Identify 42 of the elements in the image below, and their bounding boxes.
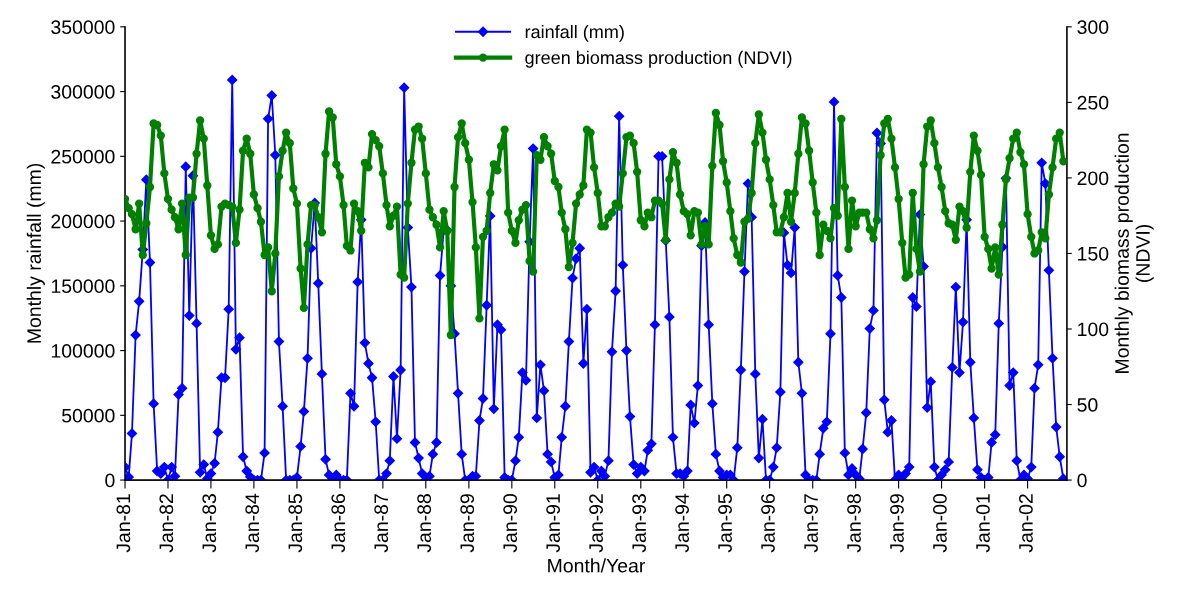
y-tick-label: 300000	[51, 85, 115, 99]
y-tick-label: 100000	[51, 344, 115, 358]
y-tick-label: 250000	[51, 149, 115, 164]
y2-tick-label: 50	[1077, 398, 1098, 412]
y-axis-title: Monthly rainfall (mm)	[26, 163, 45, 343]
y2-axis-title: Monthly biomass production (NDVI)	[1114, 133, 1154, 373]
y2-tick-label: 250	[1077, 95, 1109, 110]
x-tick-label: Jan-00	[933, 494, 947, 553]
y2-tick-label: 150	[1078, 246, 1109, 261]
x-tick-label: Jan-96	[761, 494, 775, 553]
x-tick-label: Jan-92	[589, 494, 603, 553]
x-tick-label: Jan-97	[804, 494, 818, 553]
x-tick-label: Jan-88	[417, 494, 432, 553]
x-tick-label: Jan-01	[976, 494, 990, 553]
x-tick-label: Jan-93	[632, 494, 647, 553]
x-tick-label: Jan-82	[159, 494, 174, 553]
x-tick-label: Jan-99	[890, 494, 904, 553]
y2-tick-label: 300	[1077, 20, 1109, 35]
y-tick-label: 150000	[51, 279, 115, 294]
y2-tick-label: 200	[1077, 171, 1109, 186]
x-tick-label: Jan-90	[503, 494, 518, 553]
legend-label: rainfall (mm)	[525, 24, 624, 42]
x-tick-label: Jan-89	[460, 494, 475, 553]
x-tick-label: Jan-81	[116, 494, 131, 553]
x-tick-label: Jan-91	[546, 494, 560, 553]
x-axis-title: Month/Year	[548, 558, 646, 573]
x-tick-label: Jan-02	[1019, 494, 1033, 553]
y-tick-label: 50000	[62, 408, 115, 423]
y2-tick-label: 0	[1077, 473, 1087, 488]
x-tick-label: Jan-84	[245, 493, 260, 553]
x-tick-label: Jan-94	[675, 493, 689, 553]
x-tick-label: Jan-98	[847, 494, 861, 553]
y2-tick-label: 100	[1078, 322, 1109, 337]
y-tick-label: 350000	[51, 20, 115, 35]
x-tick-label: Jan-86	[331, 494, 346, 553]
y-tick-label: 0	[105, 473, 115, 488]
x-tick-label: Jan-95	[718, 494, 732, 553]
legend-label: green biomass production (NDVI)	[525, 50, 792, 68]
x-tick-label: Jan-87	[374, 494, 389, 553]
x-tick-label: Jan-85	[288, 494, 303, 553]
x-tick-label: Jan-83	[202, 494, 217, 553]
y-tick-label: 200000	[51, 214, 115, 229]
